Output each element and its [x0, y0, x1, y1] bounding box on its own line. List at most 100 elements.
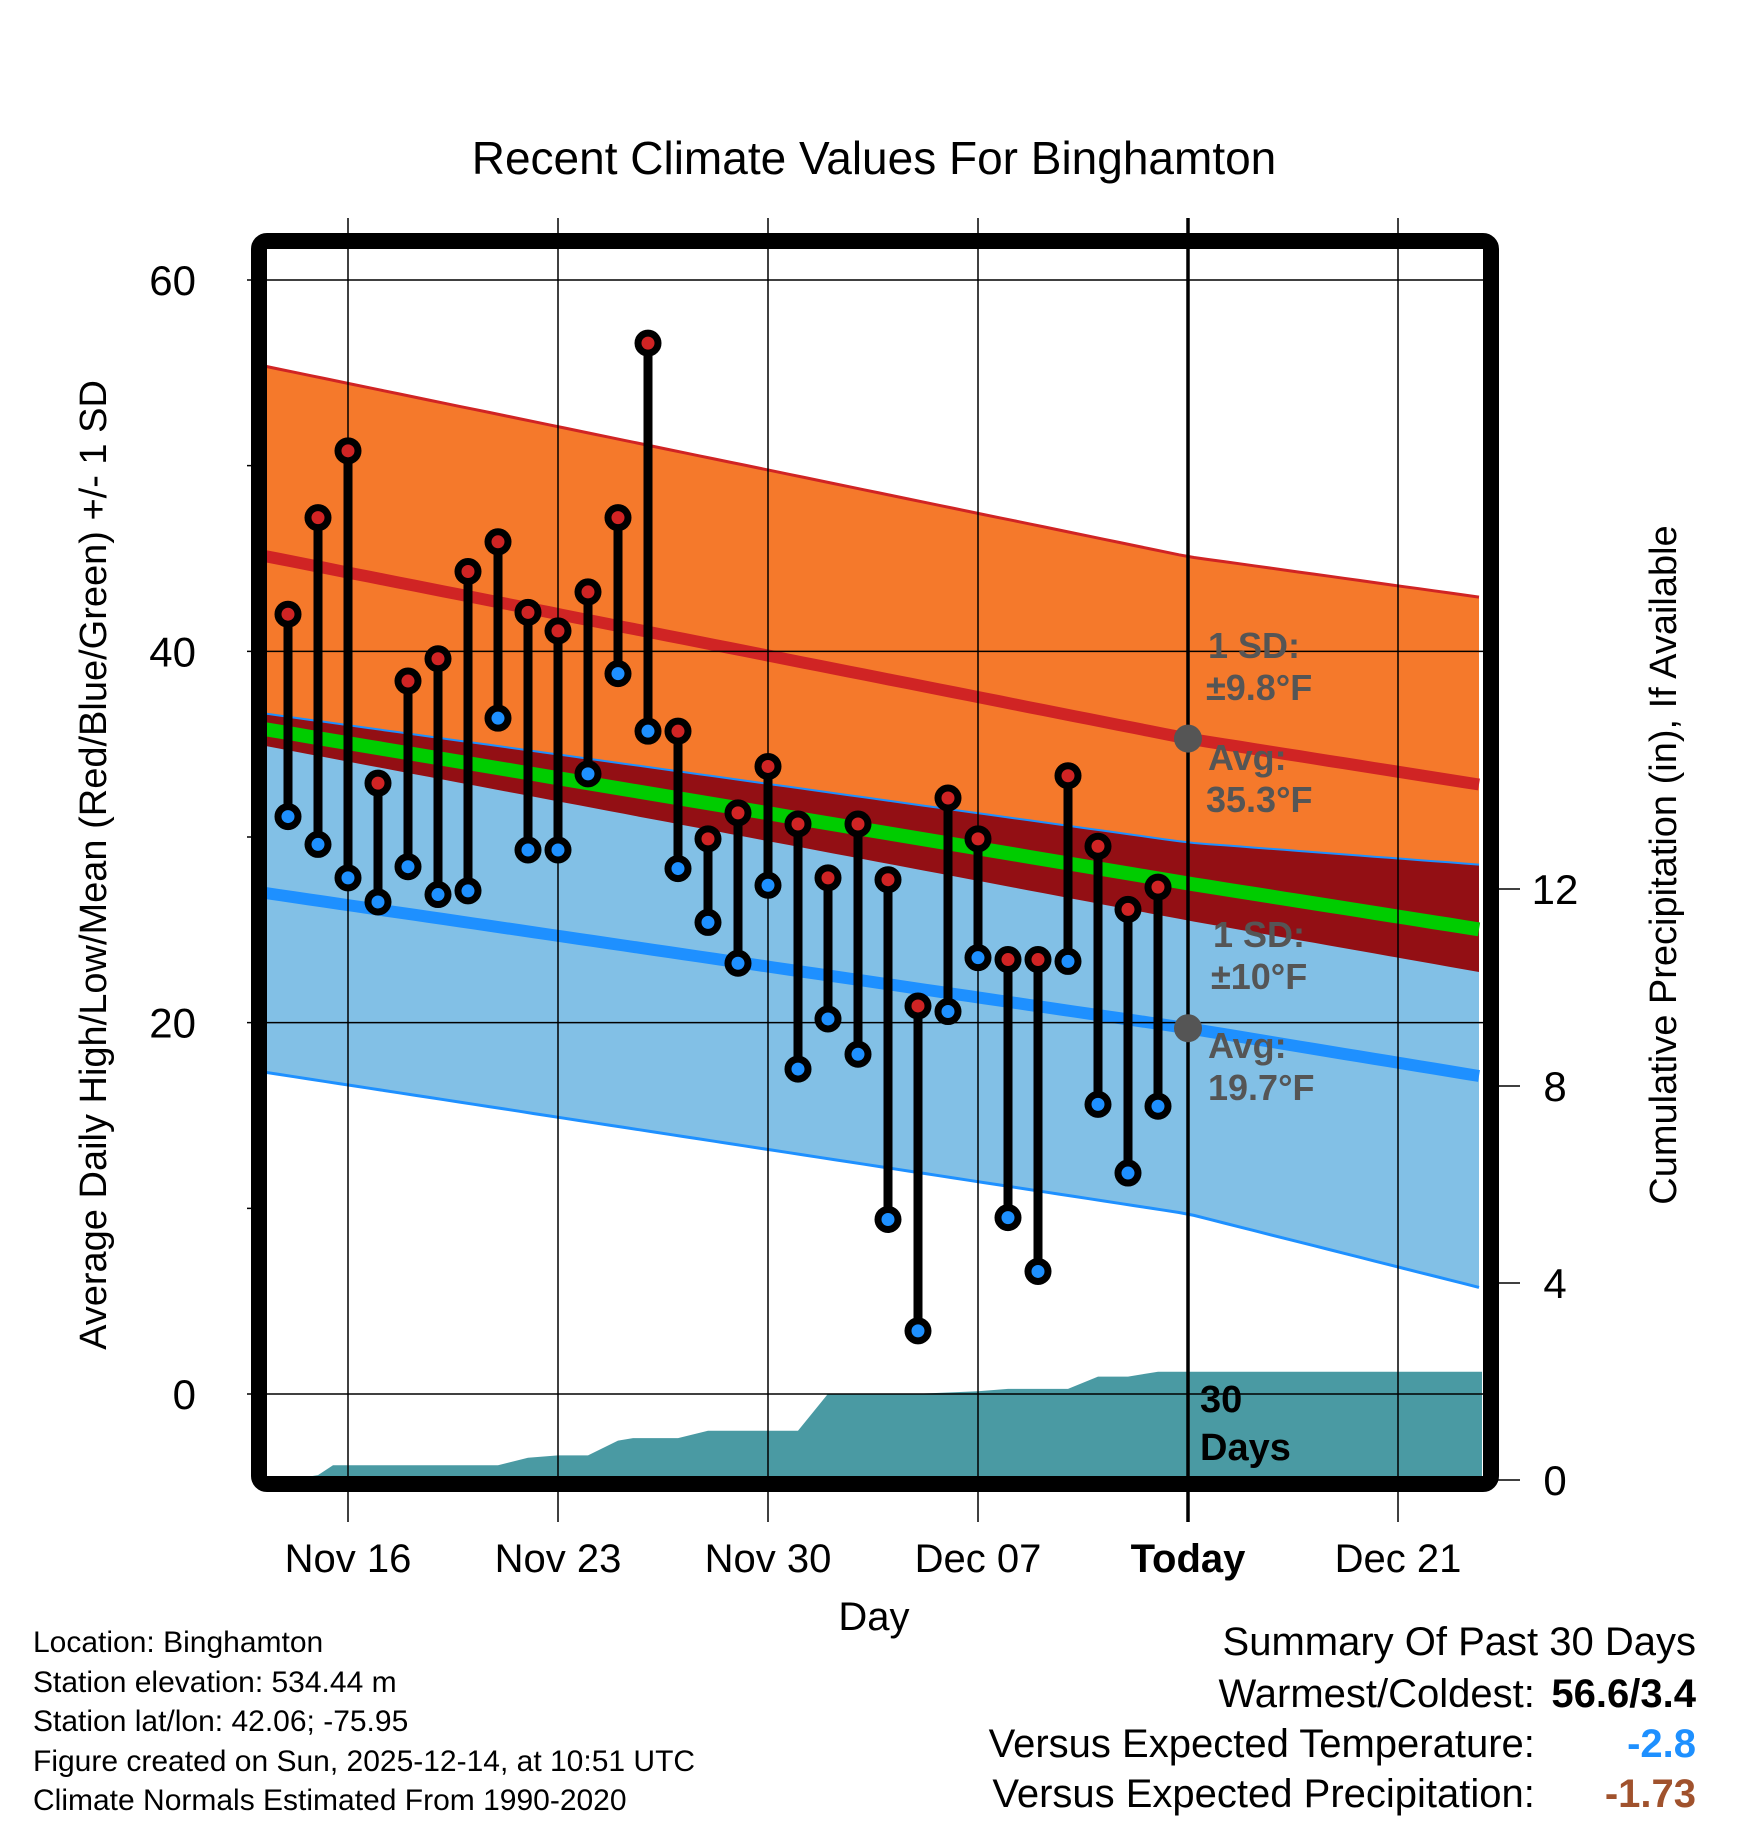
daily-low-point	[1114, 1159, 1142, 1187]
daily-high-point	[934, 784, 962, 812]
daily-low-point	[514, 836, 542, 864]
y-tick-label: 20	[149, 1000, 196, 1047]
daily-high-point	[1084, 832, 1112, 860]
y-axis-label: Average Daily High/Low/Mean (Red/Blue/Gr…	[73, 380, 115, 1350]
summary-warmest-label: Warmest/Coldest:	[1218, 1672, 1535, 1716]
annotation-low-sd-value: ±10°F	[1211, 956, 1307, 997]
daily-high-point	[604, 504, 632, 532]
daily-high-point	[694, 825, 722, 853]
daily-low-point	[544, 836, 572, 864]
annotation-high-avg: Avg:	[1208, 737, 1287, 778]
x-tick-label: Today	[1131, 1537, 1247, 1581]
daily-high-point	[574, 578, 602, 606]
daily-low-point	[814, 1005, 842, 1033]
plot-frame	[251, 233, 1499, 1492]
daily-low-point	[334, 864, 362, 892]
y-axis-label-right: Cumulative Precipitation (in), If Availa…	[1643, 525, 1685, 1204]
annotation-low-avg-value: 19.7°F	[1208, 1067, 1314, 1108]
daily-high-point	[274, 600, 302, 628]
info-location: Location: Binghamton	[33, 1626, 324, 1659]
daily-high-point	[1144, 873, 1172, 901]
daily-high-point	[664, 717, 692, 745]
summary-warmest-row: Warmest/Coldest: 56.6/3.4	[1219, 1672, 1697, 1717]
annotation-low-avg: Avg:	[1208, 1025, 1287, 1066]
info-normals: Climate Normals Estimated From 1990-2020	[33, 1784, 627, 1817]
daily-low-point	[724, 949, 752, 977]
daily-low-point	[934, 998, 962, 1026]
x-tick-label: Nov 23	[495, 1537, 622, 1581]
low-normal-line	[265, 886, 1480, 1082]
info-created: Figure created on Sun, 2025-12-14, at 10…	[33, 1745, 696, 1778]
daily-low-point	[604, 660, 632, 688]
daily-high-point	[754, 752, 782, 780]
daily-low-point	[664, 855, 692, 883]
x-tick-label: Nov 16	[285, 1537, 412, 1581]
daily-high-point	[904, 992, 932, 1020]
annotation-low-sd: 1 SD:	[1213, 914, 1305, 955]
daily-high-point	[424, 645, 452, 673]
daily-low-point	[1054, 947, 1082, 975]
daily-low-point	[874, 1205, 902, 1233]
daily-low-point	[454, 877, 482, 905]
daily-high-point	[544, 617, 572, 645]
x-tick-label: Dec 21	[1335, 1537, 1462, 1581]
info-elevation: Station elevation: 534.44 m	[33, 1666, 397, 1699]
annotation-window-days-label: Days	[1200, 1427, 1291, 1469]
low-sd-lower-line	[265, 1070, 1480, 1289]
daily-high-point	[874, 866, 902, 894]
daily-high-point	[394, 667, 422, 695]
high-sd-upper-line	[265, 364, 1480, 599]
daily-low-point	[634, 717, 662, 745]
x-tick-label: Nov 30	[705, 1537, 832, 1581]
daily-high-point	[364, 769, 392, 797]
y-right-tick-label: 12	[1532, 866, 1579, 913]
daily-high-point	[484, 528, 512, 556]
daily-low-point	[694, 908, 722, 936]
low-sd-upper-line	[265, 712, 1480, 866]
daily-high-point	[964, 825, 992, 853]
daily-high-point	[454, 557, 482, 585]
high-normal-line	[265, 549, 1480, 791]
daily-low-point	[1144, 1092, 1172, 1120]
daily-low-point	[364, 888, 392, 916]
summary-precip-label: Versus Expected Precipitation:	[992, 1772, 1535, 1816]
daily-high-point	[304, 504, 332, 532]
summary-temp-label: Versus Expected Temperature:	[988, 1722, 1535, 1766]
daily-high-point	[844, 810, 872, 838]
daily-low-point	[1084, 1090, 1112, 1118]
summary-precip-row: Versus Expected Precipitation: -1.73	[992, 1772, 1696, 1817]
daily-low-point	[754, 871, 782, 899]
info-latlon: Station lat/lon: 42.06; -75.95	[33, 1705, 409, 1738]
summary-warmest-value: 56.6/3.4	[1551, 1672, 1696, 1716]
y-tick-label: 0	[173, 1371, 196, 1418]
daily-high-point	[514, 598, 542, 626]
daily-low-point	[784, 1055, 812, 1083]
annotation-high-sd-value: ±9.8°F	[1206, 667, 1312, 708]
summary-temp-row: Versus Expected Temperature: -2.8	[989, 1722, 1696, 1767]
daily-low-point	[964, 944, 992, 972]
today-high-avg-marker	[1174, 724, 1202, 753]
y-tick-label: 60	[149, 257, 196, 304]
y-right-tick-label: 4	[1543, 1260, 1566, 1307]
daily-high-point	[1114, 895, 1142, 923]
daily-high-point	[784, 810, 812, 838]
daily-high-point	[634, 329, 662, 357]
daily-low-point	[994, 1204, 1022, 1232]
daily-low-point	[274, 803, 302, 831]
x-tick-label: Dec 07	[915, 1537, 1042, 1581]
y-tick-label: 40	[149, 628, 196, 675]
daily-low-point	[424, 881, 452, 909]
x-axis-label: Day	[838, 1595, 909, 1639]
annotation-high-avg-value: 35.3°F	[1206, 779, 1312, 820]
annotation-high-sd: 1 SD:	[1208, 625, 1300, 666]
y-right-tick-label: 0	[1543, 1457, 1566, 1504]
daily-low-point	[1024, 1257, 1052, 1285]
annotation-window-days-count: 30	[1200, 1379, 1242, 1421]
daily-high-point	[994, 946, 1022, 974]
daily-high-point	[334, 437, 362, 465]
daily-low-point	[844, 1040, 872, 1068]
daily-low-point	[394, 853, 422, 881]
daily-low-point	[484, 704, 512, 732]
